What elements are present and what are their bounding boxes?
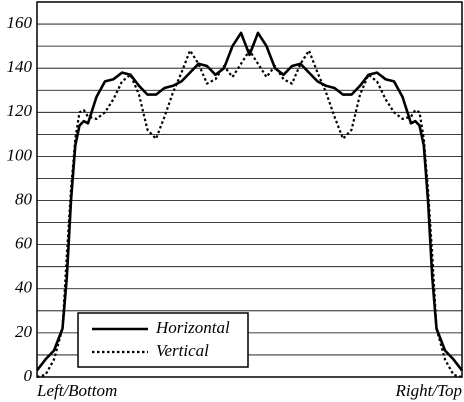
plot-frame [36, 1, 463, 378]
legend-box [77, 312, 249, 368]
y-tick-label: 120 [7, 101, 33, 120]
y-tick-label: 140 [7, 57, 33, 76]
x-tick-label: Right/Top [395, 381, 462, 400]
y-tick-label: 100 [7, 145, 33, 164]
y-tick-label: 80 [15, 189, 33, 208]
y-tick-label: 60 [15, 234, 33, 253]
y-tick-label: 160 [7, 13, 33, 32]
y-tick-label: 40 [15, 278, 33, 297]
y-tick-label: 20 [15, 322, 33, 341]
legend-label: Vertical [156, 341, 209, 360]
legend: Horizontal Vertical [77, 312, 249, 368]
y-tick-label: 0 [24, 366, 33, 385]
legend-label: Horizontal [155, 318, 230, 337]
data-line [35, 31, 464, 372]
x-tick-label: Left/Bottom [36, 381, 117, 400]
data-line [36, 49, 463, 379]
